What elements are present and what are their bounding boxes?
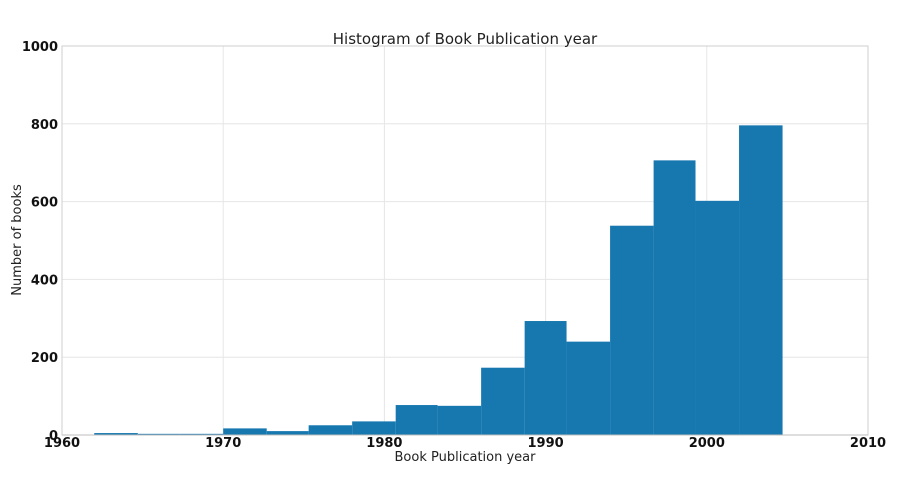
y-axis-label: Number of books	[10, 184, 25, 296]
histogram-bar	[266, 431, 309, 435]
histogram-bar	[481, 367, 525, 435]
y-tick-labels: 0 200 400 600 800 1000	[22, 40, 58, 444]
histogram-bar	[437, 405, 482, 435]
histogram-bar	[610, 225, 654, 435]
histogram-bar	[524, 321, 567, 435]
x-tick-label: 2010	[850, 436, 886, 451]
histogram-bar	[739, 125, 783, 435]
bars	[94, 125, 783, 435]
histogram-bar	[308, 425, 353, 435]
histogram-bar	[566, 341, 611, 435]
histogram-bar	[223, 428, 267, 435]
histogram-bar	[695, 200, 740, 435]
y-tick-label: 800	[31, 118, 58, 133]
x-tick-label: 2000	[689, 436, 725, 451]
histogram-bar	[94, 433, 138, 435]
histogram-bar	[653, 160, 696, 435]
x-tick-labels: 1960 1970 1980 1990 2000 2010	[44, 436, 886, 451]
x-tick-label: 1970	[205, 436, 241, 451]
y-tick-label: 200	[31, 351, 58, 366]
y-tick-label: 1000	[22, 40, 58, 55]
histogram-bar	[395, 405, 438, 435]
histogram-bar	[352, 421, 396, 435]
histogram-bar	[179, 433, 224, 435]
y-tick-label: 600	[31, 196, 58, 211]
x-tick-label: 1990	[528, 436, 564, 451]
y-tick-label: 0	[49, 429, 58, 444]
chart-title: Histogram of Book Publication year	[333, 30, 598, 48]
y-tick-label: 400	[31, 273, 58, 288]
histogram-bar	[137, 433, 180, 435]
x-tick-label: 1980	[366, 436, 402, 451]
x-axis-label: Book Publication year	[395, 450, 537, 465]
x-tick-label: 1960	[44, 436, 80, 451]
